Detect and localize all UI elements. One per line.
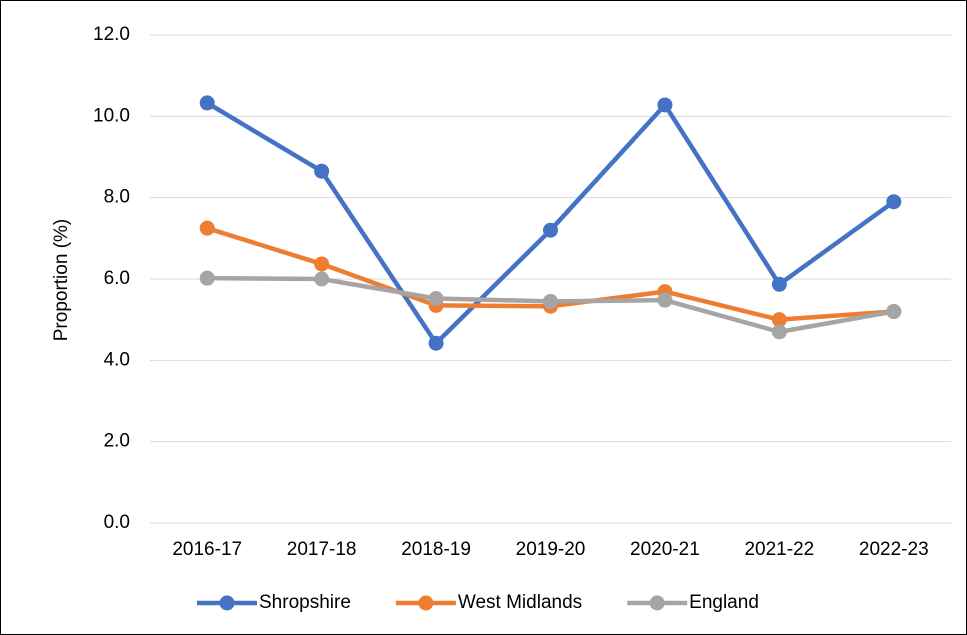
data-point xyxy=(199,95,215,111)
data-point xyxy=(886,304,902,320)
x-tick-label: 2020-21 xyxy=(630,539,700,560)
legend-marker xyxy=(418,595,434,611)
data-point xyxy=(771,324,787,340)
data-point xyxy=(771,276,787,292)
x-tick-label: 2022-23 xyxy=(859,539,929,560)
x-tick-label: 2017-18 xyxy=(287,539,357,560)
data-point xyxy=(314,256,330,272)
data-point xyxy=(771,312,787,328)
x-tick-label: 2016-17 xyxy=(172,539,242,560)
legend-marker xyxy=(219,595,235,611)
data-point xyxy=(314,271,330,287)
data-point xyxy=(657,97,673,113)
data-point xyxy=(428,335,444,351)
data-point xyxy=(199,270,215,286)
data-point xyxy=(543,222,558,238)
x-tick-label: 2018-19 xyxy=(401,539,471,560)
data-point xyxy=(314,163,330,179)
x-tick-label: 2021-22 xyxy=(744,539,814,560)
x-tick-label: 2019-20 xyxy=(516,539,586,560)
y-tick-label: 4.0 xyxy=(104,349,130,370)
data-point xyxy=(428,291,444,307)
y-tick-label: 8.0 xyxy=(104,187,130,208)
y-tick-label: 12.0 xyxy=(93,24,130,45)
legend-marker xyxy=(649,595,665,611)
data-point xyxy=(657,292,673,308)
data-point xyxy=(199,220,215,236)
y-tick-label: 2.0 xyxy=(104,431,130,452)
y-tick-label: 0.0 xyxy=(104,512,130,533)
data-point xyxy=(886,194,902,210)
data-point xyxy=(543,293,558,309)
y-axis-label: Proportion (%) xyxy=(51,219,72,342)
legend-label: England xyxy=(689,592,759,613)
y-tick-label: 6.0 xyxy=(104,268,130,289)
legend-label: West Midlands xyxy=(458,592,582,613)
legend-label: Shropshire xyxy=(259,592,351,613)
y-tick-label: 10.0 xyxy=(93,105,130,126)
